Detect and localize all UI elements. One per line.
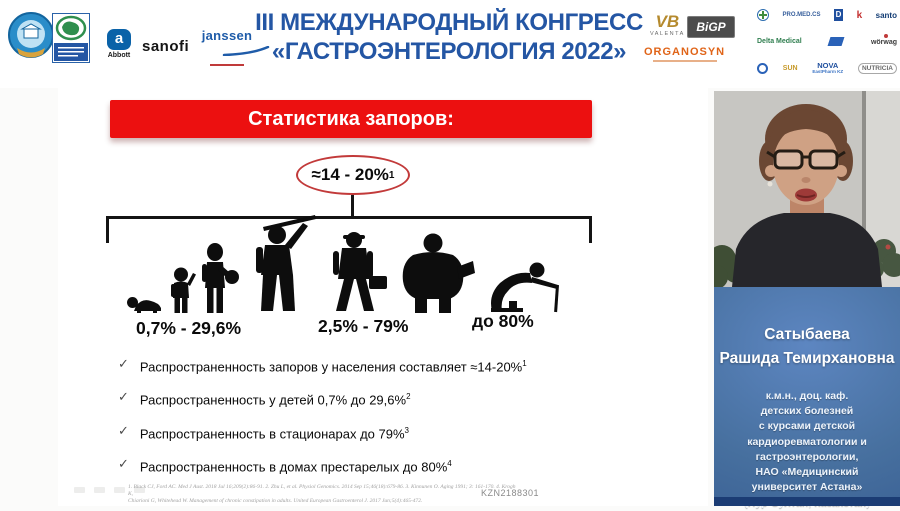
congress-title-line1: III МЕЖДУНАРОДНЫЙ КОНГРЕСС [255, 9, 643, 36]
figure-adult-raised-stick-icon [255, 215, 316, 311]
check-icon: ✓ [118, 455, 129, 471]
bullet-text: Распространенность запоров у населения с… [139, 359, 527, 375]
organosyn-tagline [652, 60, 717, 62]
figure-elderly-with-cane-icon [490, 262, 559, 313]
university-emblem-icon [8, 12, 54, 58]
sponsor-nutricia: NUTRICIA [857, 62, 897, 74]
bullet-item: ✓ Распространенность в домах престарелых… [118, 456, 598, 474]
janssen-subbrand [210, 64, 244, 66]
presentation-slide: Статистика запоров: ≈14 - 20% 1 [58, 88, 708, 506]
faded-control-icon [94, 487, 105, 493]
credential-line: кардиоревматологии и [747, 435, 867, 448]
figure-child-with-ball-icon [201, 243, 239, 313]
bullet-text: Распространенность у детей 0,7% до 29,6%… [139, 392, 411, 408]
presenter-credentials: к.м.н., доц. каф. детских болезней с кур… [714, 389, 900, 511]
abbott-logo: a Abbott [102, 29, 136, 59]
presenter-name-line1: Сатыбаева [764, 326, 850, 343]
sponsor-d-icon: D [834, 9, 844, 21]
congress-header: a Abbott sanofi janssen III МЕЖДУНАРОДНЫ… [0, 0, 900, 88]
references-footnote: 1. Black CJ, Ford AC. Med J Aust. 2018 J… [128, 484, 520, 505]
credential-line: с курсами детской [758, 420, 856, 433]
credential-line: университет Астана» [751, 481, 863, 494]
footnote-line1: 1. Black CJ, Ford AC. Med J Aust. 2018 J… [128, 484, 516, 498]
congress-title-line2: «ГАСТРОЭНТЕРОЛОГИЯ 2022» [271, 37, 627, 65]
sponsor-row: Delta Medical wörwag [757, 34, 897, 46]
valenta-logo: VB VALENTA [650, 13, 685, 37]
sponsor-delta-medical: Delta Medical [757, 37, 802, 45]
panel-bottom-strip [714, 497, 900, 506]
faded-control-icon [74, 487, 85, 493]
prevalence-value: ≈14 - 20% [311, 165, 389, 184]
sponsor-sun: SUN [782, 64, 798, 72]
statistics-bullet-list: ✓ Распространенность запоров у населения… [118, 356, 598, 489]
sponsor-nova: NOVA EastPharm KZ [812, 60, 844, 75]
valenta-mark-icon: VB [655, 12, 680, 31]
presenter-video-feed[interactable] [714, 91, 900, 287]
presenter-name: Сатыбаева Рашида Темирхановна [714, 287, 900, 371]
bullet-text: Распространенность в стационарах до 79%3 [139, 425, 409, 441]
credential-line: гастроэнтерологии, [755, 450, 859, 463]
credential-line: к.м.н., доц. каф. [765, 390, 849, 403]
sponsor-nova-word: NOVA [817, 60, 839, 70]
prevalence-ref: 1 [388, 169, 395, 181]
janssen-swoosh-icon [222, 45, 270, 57]
sponsor-logo-cluster: PRO.MED.CS D k santo Delta Medical wörwa… [757, 9, 897, 75]
abbott-wordmark: Abbott [107, 52, 131, 59]
presenter-info-panel: Сатыбаева Рашида Темирхановна к.м.н., до… [714, 287, 900, 509]
sponsor-promedcs: PRO.MED.CS [782, 12, 821, 18]
slide-title-banner: Статистика запоров: [110, 100, 592, 138]
footnote-line2: Chiarioni G, Whitehead W. Management of … [128, 498, 423, 505]
sponsor-flag-icon [827, 36, 845, 46]
sponsor-eastpharm-word: EastPharm KZ [812, 69, 844, 75]
faded-slide-controls [74, 487, 145, 493]
check-icon: ✓ [118, 389, 129, 405]
prevalence-oval: ≈14 - 20% 1 [296, 155, 410, 195]
valenta-wordmark: VALENTA [650, 31, 685, 37]
age-span-bracket [106, 216, 592, 243]
figure-adult-briefcase-icon [332, 232, 387, 311]
bullet-item: ✓ Распространенность запоров у населения… [118, 356, 598, 374]
check-icon: ✓ [118, 422, 129, 438]
life-stages-figures [108, 205, 592, 313]
check-icon: ✓ [118, 356, 129, 371]
approval-code-watermark: KZN2188301 [481, 488, 540, 498]
presenter-webcam-scene [714, 91, 900, 287]
bayer-cross-icon [757, 9, 769, 21]
janssen-logo: janssen [196, 28, 270, 66]
faded-control-icon [134, 487, 145, 493]
janssen-wordmark: janssen [201, 28, 253, 43]
gastro-association-logo-icon [52, 13, 90, 63]
sponsor-k-icon: k [856, 9, 863, 21]
sponsor-woerwag: wörwag [871, 34, 897, 46]
sponsor-circle-icon [757, 62, 768, 74]
credential-line: НАО «Медицинский [755, 466, 859, 479]
figure-large-adult-icon [402, 233, 475, 313]
oval-connector-line [351, 195, 354, 216]
congress-title: III МЕЖДУНАРОДНЫЙ КОНГРЕСС «ГАСТРОЭНТЕРО… [250, 9, 648, 67]
figure-baby-icon [126, 297, 161, 313]
credential-line: детских болезней [760, 405, 854, 418]
faded-control-icon [114, 487, 125, 493]
slide-title: Статистика запоров: [248, 107, 454, 130]
age-group-label-children: 0,7% - 29,6% [136, 318, 242, 338]
bullet-text: Распространенность в домах престарелых д… [139, 458, 452, 475]
sanofi-logo: sanofi [142, 38, 190, 55]
figure-toddler-icon [170, 267, 196, 313]
bullet-item: ✓ Распространенность в стационарах до 79… [118, 423, 598, 441]
organosyn-logo: ORGANOSYN [644, 46, 725, 62]
sponsor-santo: santo [875, 10, 897, 20]
sponsor-row: SUN NOVA EastPharm KZ NUTRICIA [757, 60, 897, 75]
organosyn-wordmark: ORGANOSYN [644, 46, 726, 58]
presenter-name-line2: Рашида Темирхановна [719, 350, 895, 368]
abbott-mark-icon: a [107, 29, 131, 50]
sponsor-row: PRO.MED.CS D k santo [757, 9, 897, 21]
bigp-logo: BiGP [687, 16, 735, 38]
age-group-label-adults: 2,5% - 79% [318, 316, 409, 336]
age-group-label-elderly: до 80% [472, 311, 534, 331]
bullet-item: ✓ Распространенность у детей 0,7% до 29,… [118, 389, 598, 407]
